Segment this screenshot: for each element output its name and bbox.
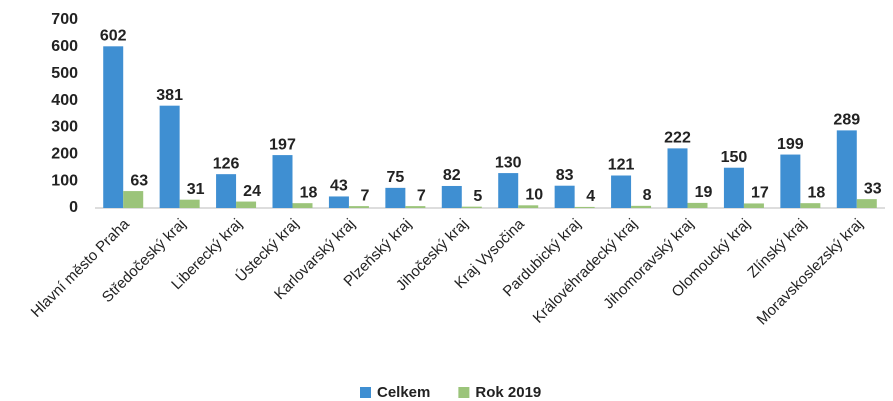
bar: [780, 154, 801, 208]
bar: [743, 203, 764, 208]
y-tick-label: 600: [51, 38, 78, 55]
y-tick-label: 100: [51, 172, 78, 189]
bar: [631, 205, 652, 208]
bar: [216, 174, 237, 208]
bar: [272, 155, 293, 208]
value-label: 63: [130, 172, 148, 189]
bar: [554, 185, 575, 208]
value-label: 19: [695, 184, 713, 201]
bar: [236, 201, 257, 208]
bar: [723, 167, 744, 208]
bar: [159, 105, 180, 208]
value-label: 17: [751, 185, 769, 202]
bar: [667, 148, 688, 208]
value-label: 4: [586, 188, 595, 205]
bar: [405, 206, 426, 208]
value-label: 8: [643, 187, 652, 204]
bar: [292, 203, 313, 208]
value-label: 130: [495, 154, 522, 171]
bar: [385, 187, 406, 208]
y-tick-label: 200: [51, 146, 78, 163]
value-label: 31: [187, 181, 205, 198]
value-label: 222: [664, 130, 691, 147]
value-label: 7: [360, 187, 369, 204]
legend-label: Rok 2019: [475, 384, 541, 401]
value-label: 602: [100, 28, 127, 45]
value-label: 121: [608, 157, 635, 174]
value-label: 33: [864, 180, 882, 197]
bar: [328, 196, 349, 208]
bar: [518, 205, 539, 208]
y-tick-label: 700: [51, 11, 78, 28]
value-label: 197: [269, 136, 296, 153]
value-label: 24: [243, 183, 261, 200]
value-label: 18: [300, 184, 318, 201]
value-label: 7: [417, 187, 426, 204]
value-label: 82: [443, 167, 461, 184]
bar: [123, 191, 144, 208]
bar: [800, 203, 821, 208]
bar: [611, 175, 632, 208]
value-label: 83: [556, 167, 574, 184]
y-tick-label: 500: [51, 65, 78, 82]
value-label: 199: [777, 136, 804, 153]
value-label: 10: [525, 187, 543, 204]
value-label: 381: [156, 87, 183, 104]
value-label: 289: [833, 112, 860, 129]
bar: [687, 202, 708, 208]
x-tick-label: Hlavní město Praha: [28, 215, 134, 321]
y-tick-label: 0: [69, 199, 78, 216]
bar: [441, 185, 462, 208]
x-tick-label: Moravskoslezský kraj: [754, 216, 867, 329]
bar: [574, 206, 595, 208]
y-tick-label: 400: [51, 92, 78, 109]
bar: [103, 46, 124, 208]
value-label: 18: [807, 184, 825, 201]
bar: [498, 173, 519, 208]
value-label: 75: [386, 169, 404, 186]
legend-label: Celkem: [377, 384, 430, 401]
bar: [179, 199, 200, 208]
legend-swatch: [360, 387, 371, 398]
bar: [836, 130, 857, 208]
y-tick-label: 300: [51, 119, 78, 136]
bar: [461, 206, 482, 208]
value-label: 43: [330, 178, 348, 195]
value-label: 5: [473, 188, 482, 205]
x-tick-label: Královéhradecký kraj: [530, 216, 641, 327]
bar: [348, 206, 369, 208]
value-label: 150: [721, 149, 748, 166]
bar: [856, 199, 877, 208]
value-label: 126: [213, 155, 240, 172]
legend-swatch: [458, 387, 470, 398]
